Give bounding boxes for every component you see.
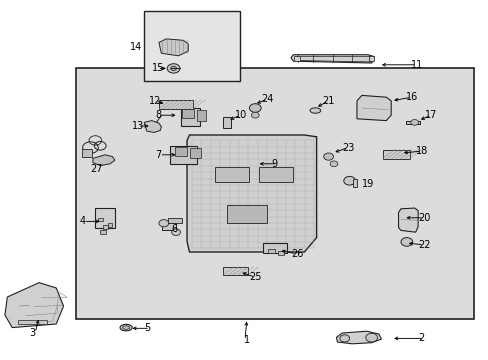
Text: 6: 6 <box>171 224 177 234</box>
Ellipse shape <box>120 324 132 331</box>
Text: 21: 21 <box>322 96 334 106</box>
Bar <box>368 56 373 61</box>
Bar <box>259 167 293 182</box>
Text: 2: 2 <box>417 333 424 343</box>
Polygon shape <box>144 121 161 132</box>
Text: 11: 11 <box>410 60 422 70</box>
Bar <box>267 249 274 253</box>
Bar <box>182 109 194 118</box>
Bar <box>278 251 284 255</box>
Polygon shape <box>336 331 381 344</box>
Text: 12: 12 <box>149 96 161 106</box>
Bar <box>76 68 473 319</box>
Circle shape <box>339 335 349 342</box>
Text: 9: 9 <box>271 159 277 169</box>
Bar <box>100 230 105 234</box>
Bar <box>262 243 286 253</box>
Bar <box>196 110 206 121</box>
Text: 27: 27 <box>90 164 103 174</box>
Text: 19: 19 <box>361 179 373 189</box>
Text: 25: 25 <box>249 272 262 282</box>
Ellipse shape <box>122 326 130 329</box>
Circle shape <box>251 112 259 118</box>
Text: 26: 26 <box>290 249 303 259</box>
Text: 20: 20 <box>417 213 429 223</box>
Bar <box>227 205 266 223</box>
Circle shape <box>170 66 176 71</box>
Text: 1: 1 <box>244 335 249 345</box>
Circle shape <box>249 104 261 112</box>
Text: 14: 14 <box>129 42 142 52</box>
Text: 17: 17 <box>425 110 437 120</box>
Text: 16: 16 <box>405 92 417 102</box>
Bar <box>98 218 102 221</box>
Text: 13: 13 <box>132 121 144 131</box>
Text: 8: 8 <box>155 110 161 120</box>
Circle shape <box>159 220 168 227</box>
Circle shape <box>410 120 418 125</box>
Polygon shape <box>290 55 373 63</box>
Bar <box>223 267 247 275</box>
Polygon shape <box>186 135 316 252</box>
Bar <box>81 149 92 157</box>
Text: 4: 4 <box>79 216 85 226</box>
Bar <box>382 150 409 158</box>
Bar <box>95 208 115 228</box>
Bar <box>223 117 231 128</box>
Bar <box>293 56 299 61</box>
Bar <box>175 147 186 156</box>
Bar <box>406 121 419 124</box>
Bar <box>107 223 112 227</box>
Circle shape <box>329 161 337 167</box>
Text: 10: 10 <box>234 110 246 120</box>
Bar <box>18 320 47 324</box>
Circle shape <box>171 229 180 235</box>
Circle shape <box>343 176 355 185</box>
Circle shape <box>365 333 377 342</box>
Bar <box>181 108 200 126</box>
Polygon shape <box>93 155 115 166</box>
Ellipse shape <box>309 108 320 113</box>
Circle shape <box>167 64 180 73</box>
Text: 23: 23 <box>342 143 354 153</box>
Bar <box>215 167 249 182</box>
Polygon shape <box>159 39 188 56</box>
Text: 24: 24 <box>261 94 273 104</box>
Bar <box>170 146 196 164</box>
Polygon shape <box>5 283 63 328</box>
Bar <box>144 11 239 81</box>
Circle shape <box>400 238 412 246</box>
Bar <box>159 100 193 109</box>
Text: 15: 15 <box>151 63 163 73</box>
Bar <box>190 148 201 158</box>
Text: 5: 5 <box>144 323 150 333</box>
Text: 7: 7 <box>155 150 161 160</box>
Bar <box>352 179 357 187</box>
Polygon shape <box>356 95 390 121</box>
Bar <box>162 223 175 230</box>
Bar <box>102 225 107 229</box>
Polygon shape <box>398 208 417 232</box>
Text: 18: 18 <box>415 146 427 156</box>
Circle shape <box>323 153 333 160</box>
Text: 3: 3 <box>29 328 36 338</box>
Bar <box>167 217 182 223</box>
Text: 22: 22 <box>417 240 430 250</box>
